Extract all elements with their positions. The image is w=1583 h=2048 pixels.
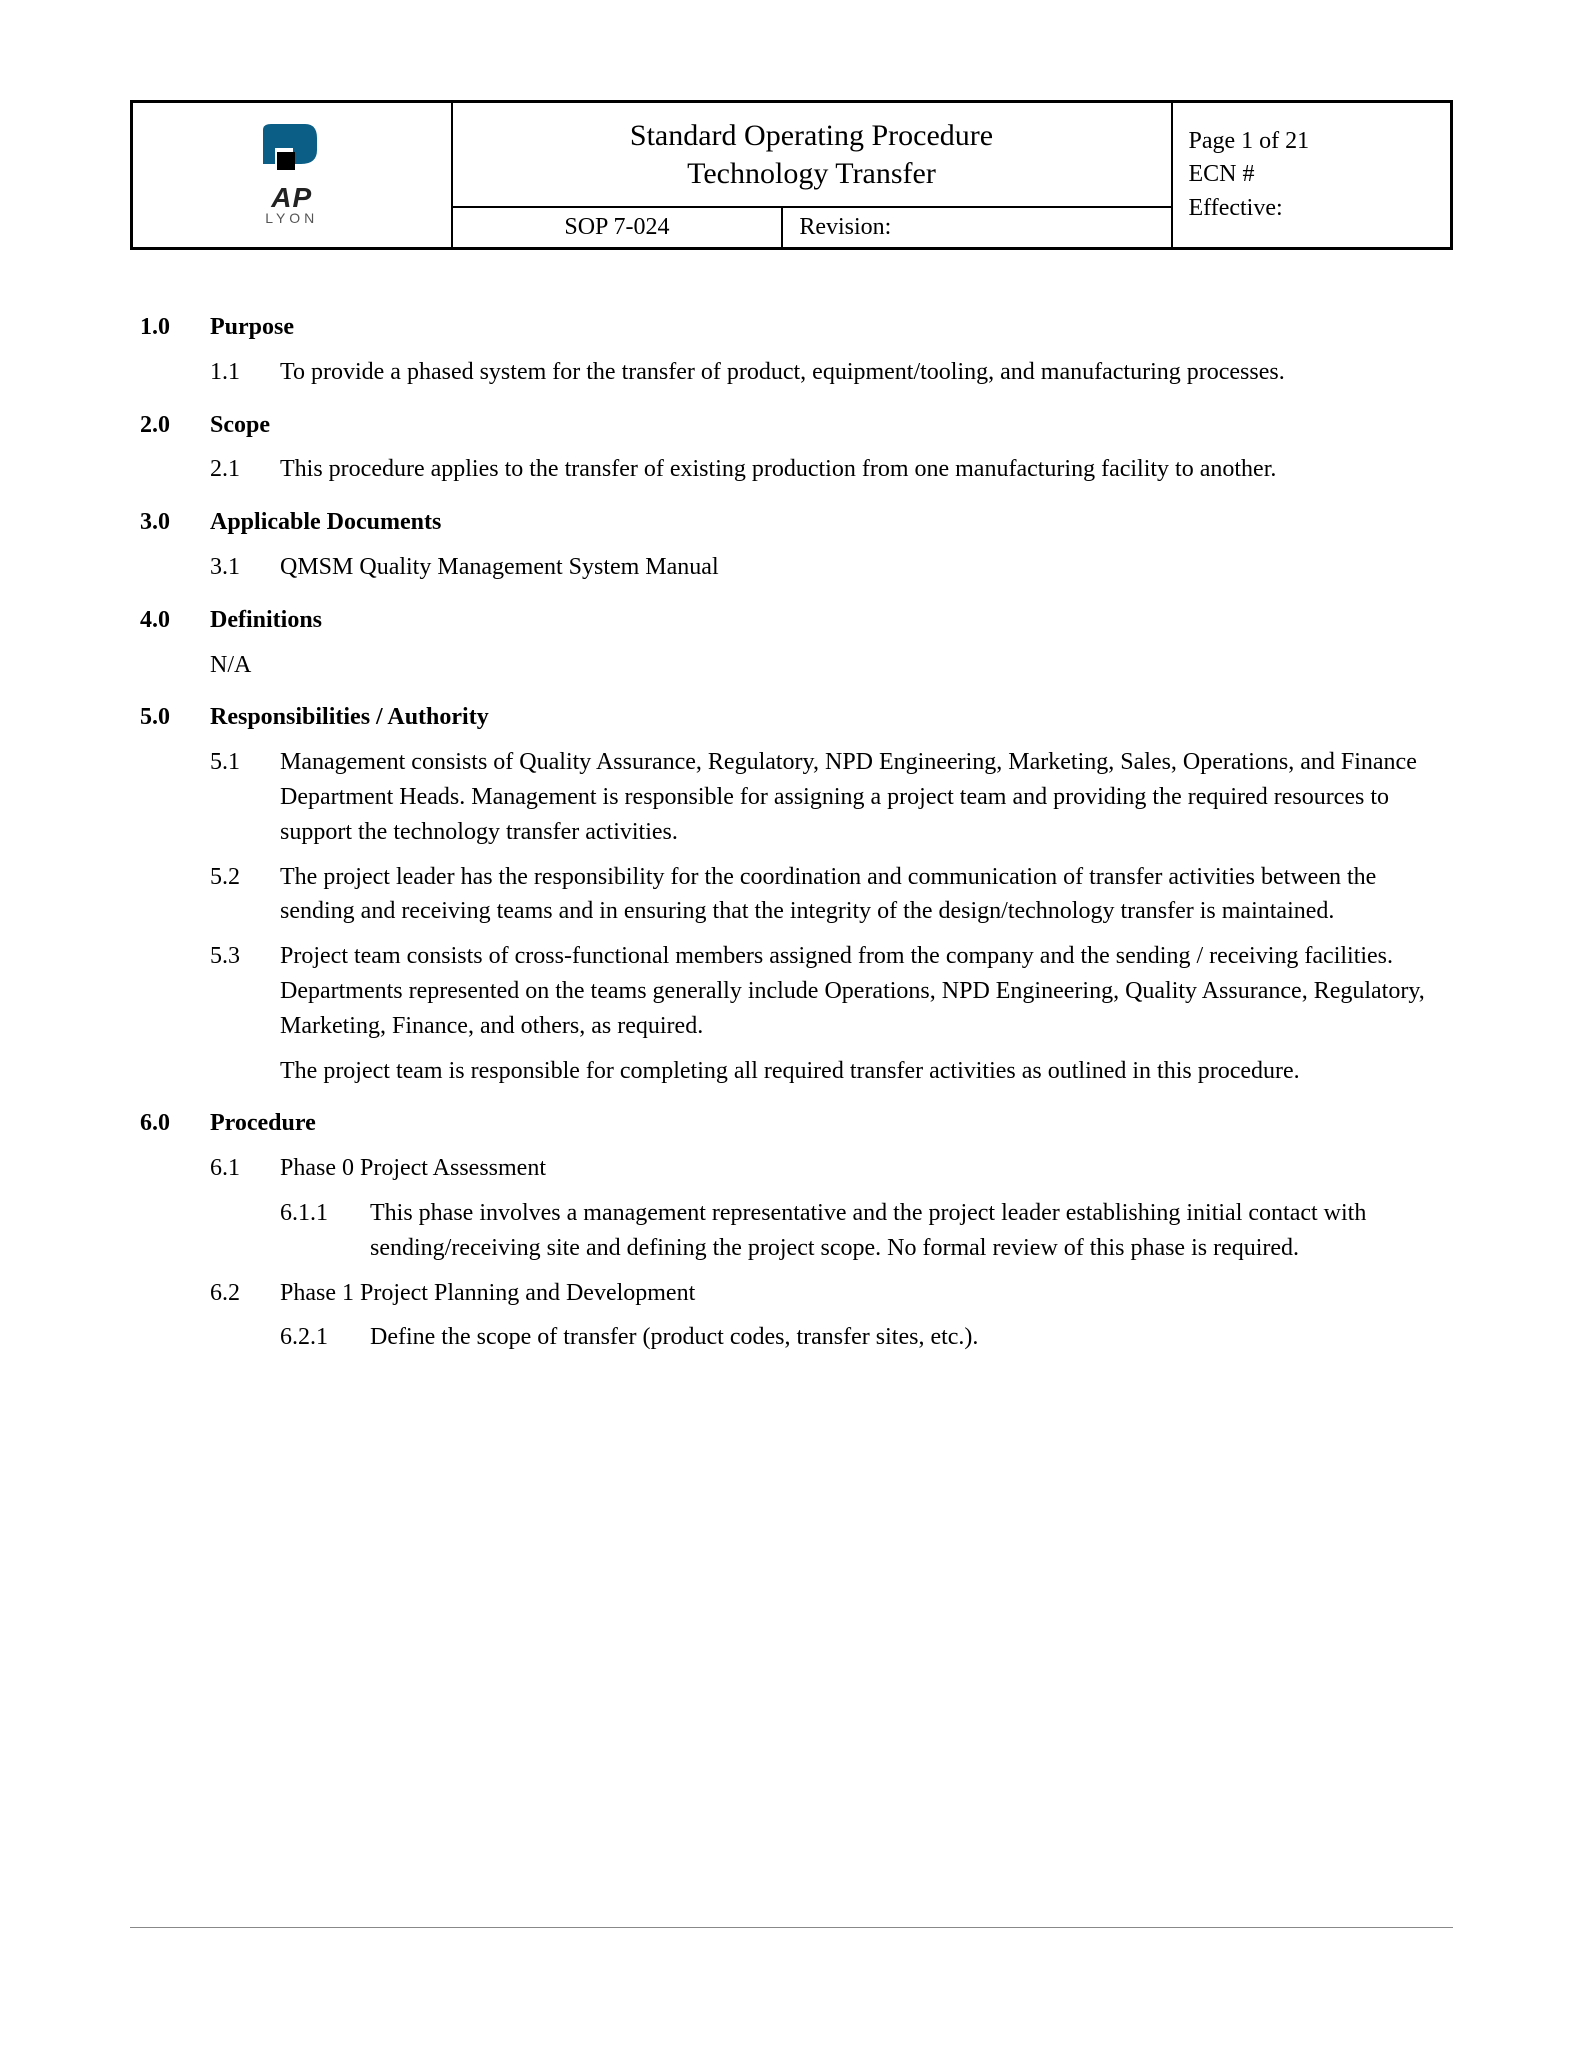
sub-subsection-text: Define the scope of transfer (product co… [370, 1320, 1443, 1355]
sop-number: SOP 7-024 [452, 207, 783, 249]
section-body-text: N/A [210, 648, 1443, 683]
section-title: Purpose [210, 310, 294, 345]
section-title: Definitions [210, 603, 322, 638]
section-title: Scope [210, 408, 270, 443]
section-number: 6.0 [140, 1106, 210, 1141]
subsection-text: QMSM Quality Management System Manual [280, 550, 1443, 585]
subsection-text: Phase 1 Project Planning and Development [280, 1276, 1443, 1311]
subsection-number: 5.1 [210, 745, 280, 849]
section-scope: 2.0 Scope 2.1 This procedure applies to … [140, 408, 1443, 488]
revision: Revision: [782, 207, 1171, 249]
title-line-1: Standard Operating Procedure [463, 117, 1161, 155]
subsection-text: Phase 0 Project Assessment [280, 1151, 1443, 1186]
section-number: 4.0 [140, 603, 210, 638]
footer-rule [130, 1927, 1453, 1928]
section-number: 3.0 [140, 505, 210, 540]
page: AP LYON Standard Operating Procedure Tec… [0, 0, 1583, 2048]
logo-icon [257, 124, 327, 180]
meta-cell: Page 1 of 21 ECN # Effective: [1172, 102, 1452, 249]
section-procedure: 6.0 Procedure 6.1 Phase 0 Project Assess… [140, 1106, 1443, 1355]
title-line-2: Technology Transfer [463, 155, 1161, 193]
subsection-number: 2.1 [210, 452, 280, 487]
logo-cell: AP LYON [132, 102, 452, 249]
section-number: 2.0 [140, 408, 210, 443]
section-number: 1.0 [140, 310, 210, 345]
company-logo: AP LYON [257, 124, 327, 226]
section-purpose: 1.0 Purpose 1.1 To provide a phased syst… [140, 310, 1443, 390]
subsection-number: 1.1 [210, 355, 280, 390]
subsection: 2.1 This procedure applies to the transf… [210, 452, 1443, 487]
subsection: 3.1 QMSM Quality Management System Manua… [210, 550, 1443, 585]
document-body: 1.0 Purpose 1.1 To provide a phased syst… [130, 310, 1453, 1355]
subsection-number: 6.2 [210, 1276, 280, 1311]
subsection-number: 6.1 [210, 1151, 280, 1186]
sub-subsection: 6.2.1 Define the scope of transfer (prod… [280, 1320, 1443, 1355]
subsection: 5.3 Project team consists of cross-funct… [210, 939, 1443, 1043]
subsection-number: 5.2 [210, 860, 280, 930]
subsection-number: 5.3 [210, 939, 280, 1043]
section-title: Responsibilities / Authority [210, 700, 489, 735]
section-number: 5.0 [140, 700, 210, 735]
document-title-cell: Standard Operating Procedure Technology … [452, 102, 1172, 208]
subsection: 5.1 Management consists of Quality Assur… [210, 745, 1443, 849]
subsection-text: To provide a phased system for the trans… [280, 355, 1443, 390]
ecn-number: ECN # [1189, 158, 1435, 192]
subsection: 1.1 To provide a phased system for the t… [210, 355, 1443, 390]
subsection-continuation: The project team is responsible for comp… [280, 1054, 1443, 1089]
effective-date: Effective: [1189, 192, 1435, 226]
logo-subtext: LYON [257, 210, 327, 226]
section-applicable-documents: 3.0 Applicable Documents 3.1 QMSM Qualit… [140, 505, 1443, 585]
section-responsibilities: 5.0 Responsibilities / Authority 5.1 Man… [140, 700, 1443, 1088]
subsection-number: 3.1 [210, 550, 280, 585]
page-number: Page 1 of 21 [1189, 125, 1435, 159]
subsection-text: This procedure applies to the transfer o… [280, 452, 1443, 487]
document-header: AP LYON Standard Operating Procedure Tec… [130, 100, 1453, 250]
section-title: Applicable Documents [210, 505, 441, 540]
section-title: Procedure [210, 1106, 316, 1141]
subsection-text: Project team consists of cross-functiona… [280, 939, 1443, 1043]
subsection: 6.2 Phase 1 Project Planning and Develop… [210, 1276, 1443, 1311]
subsection: 6.1 Phase 0 Project Assessment [210, 1151, 1443, 1186]
subsection: 5.2 The project leader has the responsib… [210, 860, 1443, 930]
section-definitions: 4.0 Definitions N/A [140, 603, 1443, 683]
sub-subsection-number: 6.2.1 [280, 1320, 370, 1355]
subsection-text: The project leader has the responsibilit… [280, 860, 1443, 930]
sub-subsection-text: This phase involves a management represe… [370, 1196, 1443, 1266]
sub-subsection: 6.1.1 This phase involves a management r… [280, 1196, 1443, 1266]
sub-subsection-number: 6.1.1 [280, 1196, 370, 1266]
subsection-text: Management consists of Quality Assurance… [280, 745, 1443, 849]
